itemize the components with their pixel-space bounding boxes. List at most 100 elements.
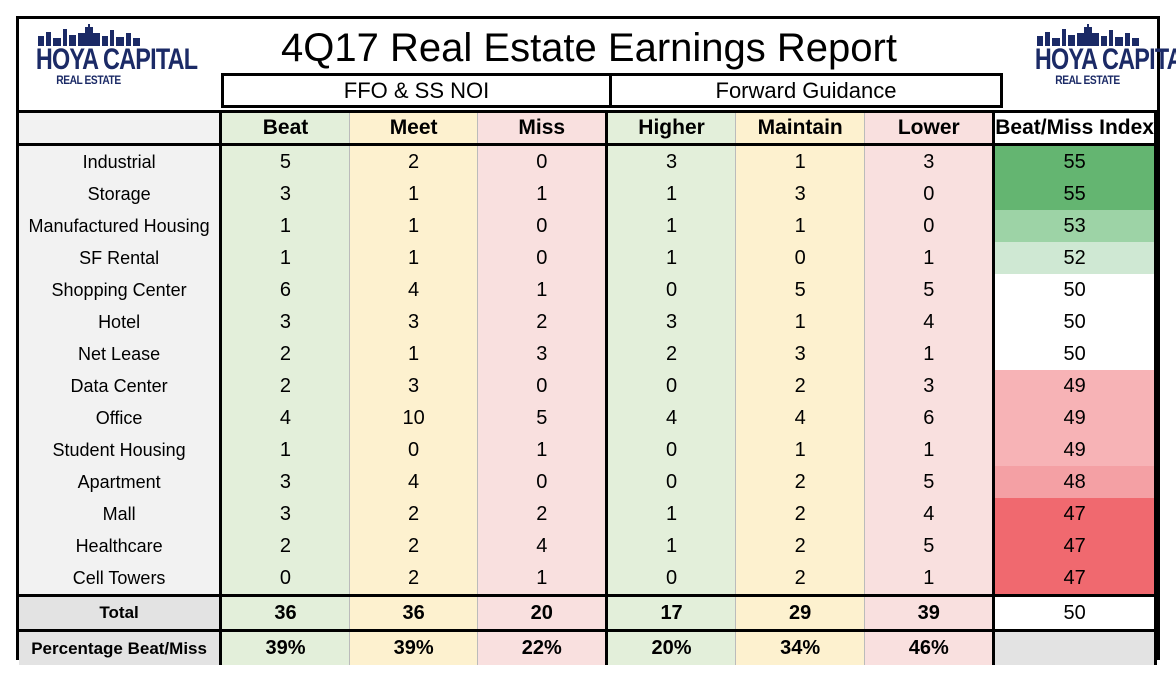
table-row: Cell Towers 0 2 1 0 2 1 47 (19, 562, 1157, 596)
cell-lower: 1 (864, 434, 996, 466)
sector-label: Office (19, 402, 223, 434)
report-title: 4Q17 Real Estate Earnings Report (281, 26, 897, 70)
cell-beat: 4 (220, 402, 350, 434)
cell-miss: 4 (477, 530, 609, 562)
table-row: Data Center 2 3 0 0 2 3 49 (19, 370, 1157, 402)
column-header-row: Beat Meet Miss Higher Maintain Lower Beat/Miss… (19, 110, 1157, 146)
percentage-lower: 46% (864, 630, 996, 665)
cell-index: 53 (992, 210, 1157, 242)
cell-maintain: 2 (735, 370, 865, 402)
sector-label: Net Lease (19, 338, 223, 370)
cell-lower: 0 (864, 178, 996, 210)
skyline-icon (37, 24, 140, 46)
cell-lower: 5 (864, 274, 996, 306)
column-header-maintain: Maintain (735, 110, 865, 146)
sector-label: Industrial (19, 144, 223, 178)
cell-higher: 4 (605, 402, 736, 434)
cell-meet: 4 (348, 274, 478, 306)
table-row: Student Housing 1 0 1 0 1 1 49 (19, 434, 1157, 466)
total-index: 50 (992, 594, 1157, 632)
sector-label: Mall (19, 498, 223, 530)
cell-beat: 3 (220, 466, 350, 498)
table-row: Storage 3 1 1 1 3 0 55 (19, 178, 1157, 210)
cell-meet: 1 (348, 242, 478, 274)
cell-lower: 6 (864, 402, 996, 434)
sector-label: SF Rental (19, 242, 223, 274)
total-beat: 36 (220, 594, 350, 632)
cell-meet: 4 (348, 466, 478, 498)
cell-beat: 1 (220, 210, 350, 242)
cell-meet: 10 (348, 402, 478, 434)
cell-index: 55 (992, 144, 1157, 178)
logo-sub: REAL ESTATE (1055, 73, 1120, 87)
cell-higher: 3 (605, 306, 736, 338)
group-header-ffo: FFO & SS NOI (221, 73, 612, 108)
sector-label: Apartment (19, 466, 223, 498)
cell-beat: 3 (220, 306, 350, 338)
cell-index: 49 (992, 370, 1157, 402)
cell-beat: 1 (220, 434, 350, 466)
sector-label: Storage (19, 178, 223, 210)
cell-beat: 0 (220, 562, 350, 596)
total-maintain: 29 (735, 594, 865, 632)
cell-meet: 0 (348, 434, 478, 466)
cell-beat: 2 (220, 338, 350, 370)
cell-maintain: 1 (735, 434, 865, 466)
cell-miss: 1 (477, 562, 609, 596)
cell-miss: 2 (477, 498, 609, 530)
logo-name: HOYA CAPITAL (1034, 43, 1176, 76)
cell-index: 50 (992, 338, 1157, 370)
table-row: Hotel 3 3 2 3 1 4 50 (19, 306, 1157, 338)
cell-miss: 2 (477, 306, 609, 338)
cell-higher: 0 (605, 370, 736, 402)
cell-miss: 0 (477, 370, 609, 402)
cell-lower: 4 (864, 498, 996, 530)
cell-higher: 1 (605, 178, 736, 210)
percentage-miss: 22% (477, 630, 609, 665)
column-header-lower: Lower (864, 110, 996, 146)
table-row: SF Rental 1 1 0 1 0 1 52 (19, 242, 1157, 274)
cell-miss: 0 (477, 210, 609, 242)
total-higher: 17 (605, 594, 736, 632)
cell-maintain: 0 (735, 242, 865, 274)
cell-maintain: 1 (735, 210, 865, 242)
column-header-beat: Beat (219, 110, 350, 146)
cell-lower: 1 (864, 562, 996, 596)
cell-higher: 0 (605, 562, 736, 596)
sector-label: Student Housing (19, 434, 223, 466)
cell-maintain: 3 (735, 178, 865, 210)
cell-higher: 1 (605, 242, 736, 274)
cell-beat: 1 (220, 242, 350, 274)
sector-label: Healthcare (19, 530, 223, 562)
cell-meet: 1 (348, 338, 478, 370)
cell-higher: 0 (605, 466, 736, 498)
cell-lower: 1 (864, 338, 996, 370)
cell-index: 49 (992, 434, 1157, 466)
cell-higher: 3 (605, 144, 736, 178)
sector-label: Shopping Center (19, 274, 223, 306)
table-row: Manufactured Housing 1 1 0 1 1 0 53 (19, 210, 1157, 242)
cell-index: 55 (992, 178, 1157, 210)
cell-beat: 2 (220, 530, 350, 562)
cell-miss: 1 (477, 434, 609, 466)
cell-maintain: 1 (735, 144, 865, 178)
percentage-row: Percentage Beat/Miss 39% 39% 22% 20% 34% 46% (19, 630, 1157, 665)
total-row: Total 36 36 20 17 29 39 50 (19, 594, 1157, 632)
cell-higher: 1 (605, 530, 736, 562)
cell-meet: 1 (348, 178, 478, 210)
cell-meet: 2 (348, 144, 478, 178)
cell-meet: 2 (348, 498, 478, 530)
cell-miss: 1 (477, 178, 609, 210)
cell-maintain: 2 (735, 498, 865, 530)
cell-higher: 2 (605, 338, 736, 370)
cell-meet: 3 (348, 306, 478, 338)
cell-miss: 0 (477, 466, 609, 498)
cell-higher: 0 (605, 434, 736, 466)
table-row: Office 4 10 5 4 4 6 49 (19, 402, 1157, 434)
group-header-guidance: Forward Guidance (609, 73, 1003, 108)
table-row: Net Lease 2 1 3 2 3 1 50 (19, 338, 1157, 370)
cell-beat: 5 (220, 144, 350, 178)
cell-index: 52 (992, 242, 1157, 274)
total-label: Total (19, 594, 223, 632)
total-miss: 20 (477, 594, 609, 632)
